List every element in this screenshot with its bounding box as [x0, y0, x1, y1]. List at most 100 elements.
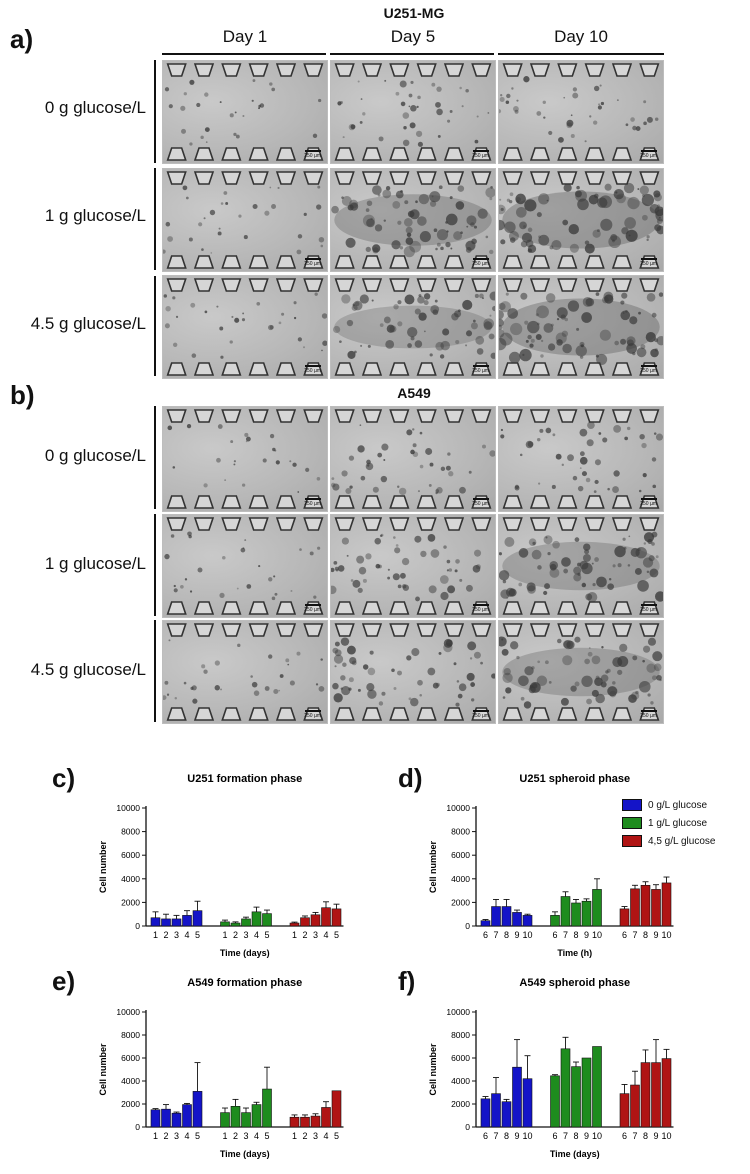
bar-chart-svg: U251 spheroid phase 0 2000 4000 6000 8000 1000…	[428, 773, 674, 958]
bar	[571, 902, 581, 927]
micrograph-a-r0-c2: 250 µm	[498, 60, 664, 164]
x-tick-label: 6	[552, 1131, 557, 1141]
bar	[161, 1108, 171, 1128]
y-tick-label: 6000	[121, 850, 140, 860]
chart-u251-formation: U251 formation phase 0 2000 4000 6000 8000 100…	[80, 768, 380, 968]
x-tick-label: 1	[222, 1131, 227, 1141]
scale-bar: 250 µm	[640, 365, 657, 374]
micrograph-a-r0-c0: 250 µm	[162, 60, 328, 164]
y-tick-label: 0	[135, 1122, 140, 1132]
panel-c-letter: c)	[52, 763, 76, 793]
bar	[581, 1057, 592, 1128]
x-tick-label: 7	[563, 930, 568, 940]
y-tick-label: 10000	[446, 1007, 470, 1017]
legend-item-0g: 0 g/L glucose	[622, 796, 750, 814]
panel-d-letter: d)	[398, 763, 423, 793]
y-tick-label: 6000	[451, 1053, 470, 1063]
y-tick-label: 8000	[451, 827, 470, 837]
legend-label-0g: 0 g/L glucose	[648, 799, 708, 811]
bar	[491, 906, 501, 927]
scale-bar: 250 µm	[304, 150, 321, 159]
x-tick-label: 3	[174, 1131, 179, 1141]
x-tick-label: 5	[264, 1131, 269, 1141]
x-tick-label: 9	[514, 930, 519, 940]
bar	[651, 1062, 661, 1128]
scale-bar-label: 250 µm	[472, 368, 489, 374]
bar	[480, 1098, 491, 1128]
micrograph-b-r1-c1: 250 µm	[330, 514, 496, 618]
y-tick-label: 10000	[116, 803, 140, 813]
bar	[512, 912, 522, 927]
bar-chart-svg: U251 formation phase 0 2000 4000 6000 8000 100…	[98, 773, 344, 958]
scale-bar: 250 µm	[640, 604, 657, 613]
scale-bar-label: 250 µm	[304, 607, 321, 613]
y-axis-label: Cell number	[98, 841, 108, 894]
x-tick-label: 3	[313, 1131, 318, 1141]
scale-bar-label: 250 µm	[472, 501, 489, 507]
bar	[661, 1058, 672, 1128]
x-tick-label: 4	[254, 930, 259, 940]
x-tick-label: 5	[195, 930, 200, 940]
legend-swatch-1g	[622, 817, 642, 829]
y-tick-label: 4000	[121, 874, 140, 884]
bar	[571, 1066, 581, 1128]
bar	[262, 913, 272, 927]
bar	[310, 914, 321, 927]
bar	[592, 1046, 602, 1128]
bar	[581, 900, 592, 927]
scale-bar-label: 250 µm	[640, 501, 657, 507]
x-tick-label: 6	[622, 1131, 627, 1141]
legend-item-4-5g: 4,5 g/L glucose	[622, 832, 750, 850]
bar	[230, 1106, 241, 1128]
panel-b-cell-line-title: A549	[397, 385, 431, 401]
bar	[331, 1090, 342, 1128]
micrograph-a-r2-c1: 250 µm	[330, 275, 496, 379]
bar	[651, 889, 661, 927]
bar	[220, 921, 230, 927]
bar	[560, 1048, 571, 1128]
x-tick-label: 3	[243, 930, 248, 940]
chart-a549-formation: A549 formation phase 0 2000 4000 6000 8000 100…	[80, 972, 380, 1169]
bar	[331, 908, 342, 927]
x-tick-label: 4	[323, 1131, 328, 1141]
x-tick-label: 3	[243, 1131, 248, 1141]
bar	[289, 922, 300, 927]
bar	[251, 1104, 262, 1128]
scale-bar-label: 250 µm	[472, 153, 489, 159]
scale-bar: 250 µm	[304, 604, 321, 613]
micrograph-b-r2-c1: 250 µm	[330, 620, 496, 724]
x-tick-label: 10	[522, 1131, 532, 1141]
panel-a-cell-line-title: U251-MG	[383, 5, 445, 21]
x-tick-label: 8	[573, 1131, 578, 1141]
x-tick-label: 1	[153, 930, 158, 940]
bar	[300, 917, 310, 927]
x-tick-label: 6	[552, 930, 557, 940]
x-tick-label: 4	[184, 930, 189, 940]
scale-bar: 250 µm	[472, 604, 489, 613]
legend-item-1g: 1 g/L glucose	[622, 814, 750, 832]
bar	[161, 918, 171, 927]
x-axis-label: Time (days)	[550, 1149, 600, 1159]
x-tick-label: 10	[661, 930, 671, 940]
scale-bar: 250 µm	[640, 150, 657, 159]
x-tick-label: 2	[233, 930, 238, 940]
bar	[171, 918, 182, 927]
bar	[501, 1101, 512, 1128]
day-underline-10	[498, 53, 664, 55]
panel-b-row-bracket-0g	[154, 406, 156, 509]
y-tick-label: 0	[465, 921, 470, 931]
scale-bar-label: 250 µm	[304, 713, 321, 719]
panel-a-row-bracket-4-5g	[154, 276, 156, 376]
micrograph-a-r1-c0: 250 µm	[162, 168, 328, 272]
x-tick-label: 4	[254, 1131, 259, 1141]
micrograph-b-r0-c2: 250 µm	[498, 406, 664, 512]
panel-a-row-bracket-0g	[154, 60, 156, 163]
panel-a-row-label-0g: 0 g glucose/L	[44, 98, 146, 117]
micrograph-a-r2-c2: 250 µm	[498, 275, 664, 379]
scale-bar-label: 250 µm	[640, 607, 657, 613]
micrograph-b-r2-c2: 250 µm	[498, 620, 664, 724]
bar	[550, 1075, 560, 1128]
panel-f-letter: f)	[398, 966, 416, 996]
y-tick-label: 4000	[121, 1076, 140, 1086]
y-tick-label: 2000	[451, 897, 470, 907]
